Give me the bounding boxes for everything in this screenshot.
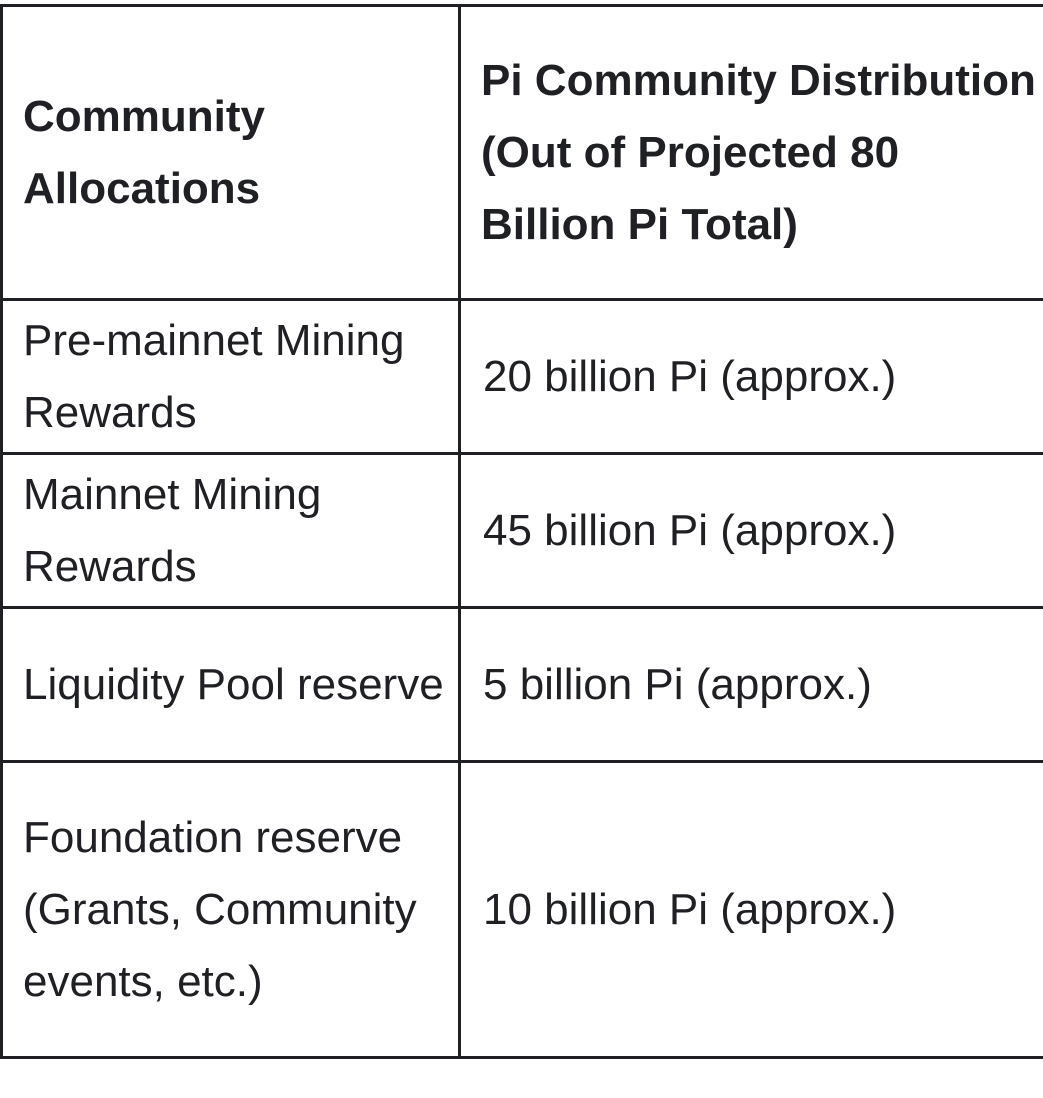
header-pi-community-distribution: Pi Community Distribution (Out of Projec… <box>458 4 1043 301</box>
distribution-cell: 45 billion Pi (approx.) <box>458 452 1043 609</box>
allocation-cell: Mainnet Mining Rewards <box>0 452 461 609</box>
table-body: Pre-mainnet Mining Rewards 20 billion Pi… <box>0 298 1043 1059</box>
allocation-cell: Liquidity Pool reserve <box>0 606 461 763</box>
table-row: Liquidity Pool reserve 5 billion Pi (app… <box>0 606 1043 763</box>
allocation-cell: Pre-mainnet Mining Rewards <box>0 298 461 455</box>
header-row: Community Allocations Pi Community Distr… <box>0 4 1043 301</box>
table-row: Mainnet Mining Rewards 45 billion Pi (ap… <box>0 452 1043 609</box>
table-row: Pre-mainnet Mining Rewards 20 billion Pi… <box>0 298 1043 455</box>
allocation-table: Community Allocations Pi Community Distr… <box>0 4 1043 1059</box>
table-row: Foundation reserve (Grants, Community ev… <box>0 760 1043 1059</box>
distribution-cell: 20 billion Pi (approx.) <box>458 298 1043 455</box>
allocation-cell: Foundation reserve (Grants, Community ev… <box>0 760 461 1059</box>
header-community-allocations: Community Allocations <box>0 4 461 301</box>
distribution-cell: 5 billion Pi (approx.) <box>458 606 1043 763</box>
distribution-cell: 10 billion Pi (approx.) <box>458 760 1043 1059</box>
table-header: Community Allocations Pi Community Distr… <box>0 4 1043 301</box>
